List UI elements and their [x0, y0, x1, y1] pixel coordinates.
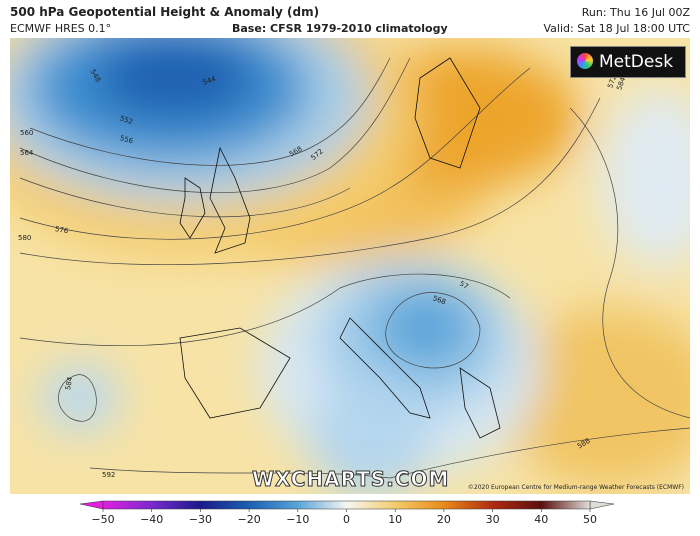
colorbar-ramp: [102, 500, 591, 510]
colorbar-tick-label: −20: [237, 513, 260, 526]
colorbar-tick-label: 20: [437, 513, 451, 526]
colorbar-low-arrow: [79, 500, 104, 510]
colorbar: −50 −40 −30 −20 −10 0 10 20 30 40 50: [79, 500, 615, 526]
colorbar-tick-label: −50: [91, 513, 114, 526]
watermark: WXCHARTS.COM: [251, 467, 450, 492]
contour-label: 592: [102, 471, 115, 479]
run: Run: Thu 16 Jul 00Z: [581, 6, 690, 19]
contour-label: 576: [54, 225, 69, 235]
colorbar-tick-label: −10: [286, 513, 309, 526]
contour-label: 564: [20, 149, 34, 157]
coastlines: [179, 57, 501, 439]
colorbar-tick-label: −40: [140, 513, 163, 526]
colorbar-high-arrow: [589, 500, 615, 510]
valid: Valid: Sat 18 Jul 18:00 UTC: [543, 22, 690, 35]
base: Base: CFSR 1979-2010 climatology: [232, 22, 448, 35]
colorbar-tick-label: 10: [388, 513, 402, 526]
colorbar-tick-label: −30: [189, 513, 212, 526]
logo-box: MetDesk: [570, 46, 686, 78]
colorbar-tick-label: 0: [343, 513, 350, 526]
logo-icon: [577, 53, 593, 69]
contour-label: 556: [119, 134, 135, 145]
title: 500 hPa Geopotential Height & Anomaly (d…: [10, 5, 320, 19]
contour-label: 584: [64, 376, 74, 391]
contour-label: 57: [458, 280, 470, 291]
model: ECMWF HRES 0.1°: [10, 22, 112, 35]
contours: [19, 57, 690, 479]
contour-label: 560: [20, 129, 33, 137]
colorbar-tick-label: 30: [486, 513, 500, 526]
contour-label: 580: [18, 234, 31, 242]
copyright: ©2020 European Centre for Medium-range W…: [467, 484, 684, 491]
logo: MetDesk: [599, 52, 674, 72]
colorbar-tick-label: 40: [534, 513, 548, 526]
colorbar-tick-label: 50: [583, 513, 597, 526]
